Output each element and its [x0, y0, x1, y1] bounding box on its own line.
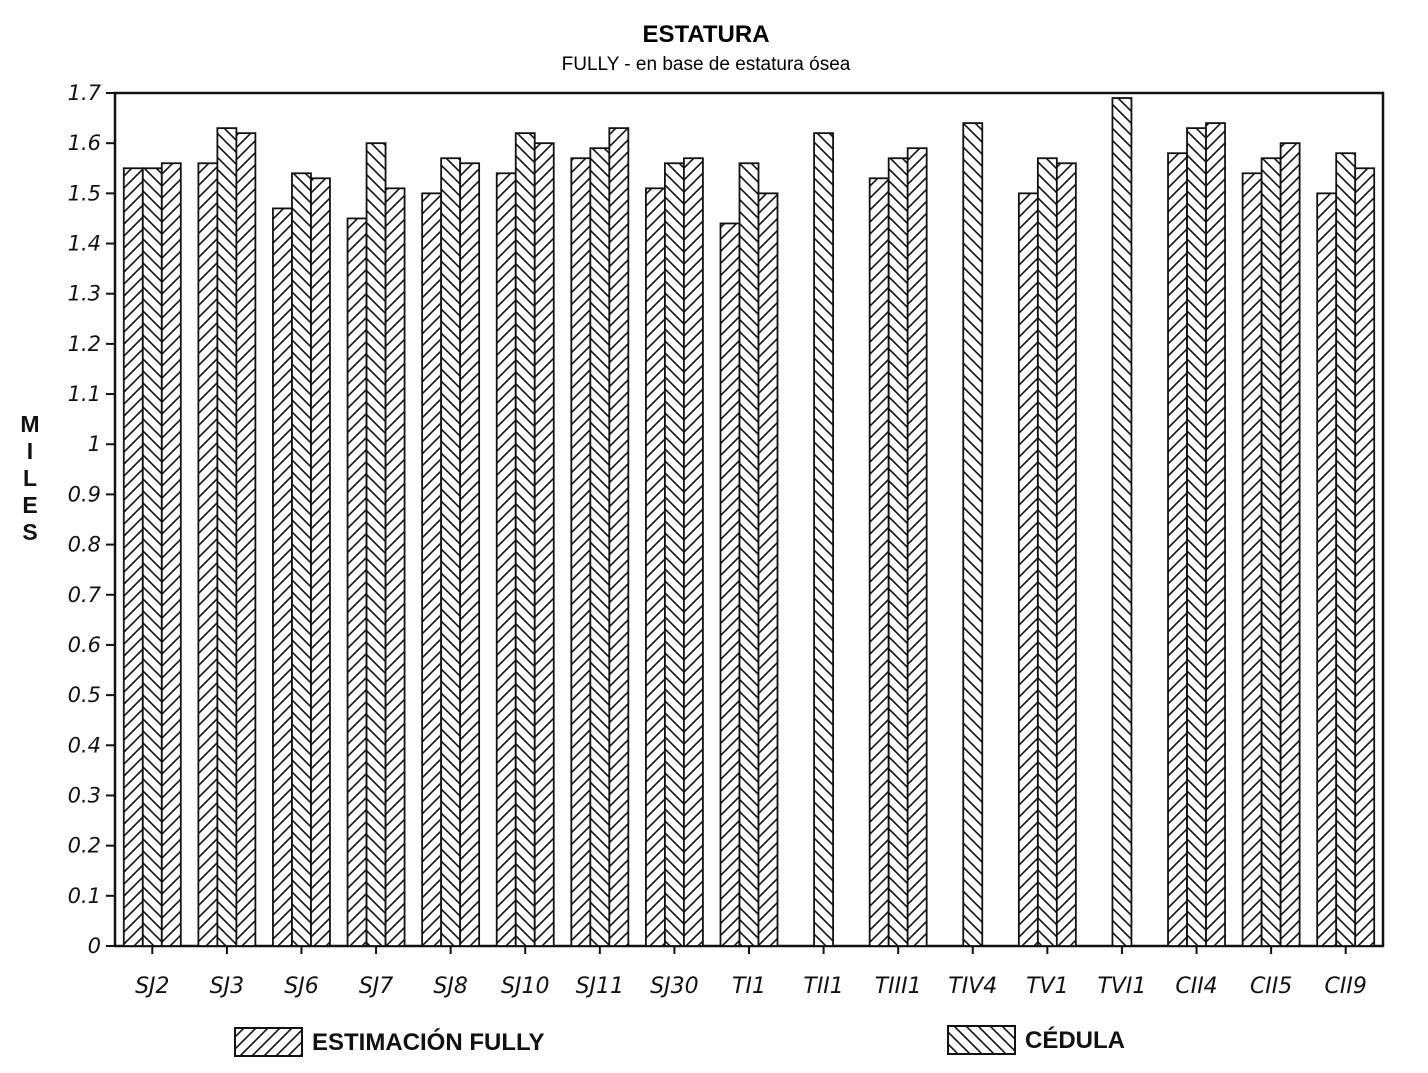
bar-sj2-s1 [141, 167, 163, 947]
bar-sj11-s1 [589, 147, 611, 947]
bar-tv1-s2 [1055, 162, 1077, 947]
x-tick-label: SJ6 [284, 974, 318, 999]
x-tick-label: CII5 [1250, 974, 1292, 999]
bar-sj2-s0 [122, 167, 144, 947]
bar-cii9-s0 [1316, 192, 1338, 947]
bar-ti1-s0 [719, 222, 741, 947]
bar-cii5-s1 [1260, 157, 1282, 947]
x-axis-categories: SJ2 SJ3 SJ6 SJ7 SJ8 SJ10 SJ11 SJ30 TI1 TII1 TIII1 T… [135, 946, 1367, 999]
bar-sj7-s0 [346, 217, 368, 947]
bar-sj30-s2 [683, 157, 704, 947]
legend-label-estimacion-fully: ESTIMACIÓN FULLY [312, 1028, 544, 1056]
bars [122, 97, 1376, 947]
bar-sj8-s0 [421, 192, 443, 947]
x-tick-label: TII1 [803, 974, 843, 999]
x-tick-label: TI1 [732, 974, 766, 999]
y-tick-label: 0.1 [68, 884, 101, 908]
bar-sj8-s2 [459, 162, 481, 947]
legend-label-cedula: CÉDULA [1025, 1026, 1125, 1054]
y-tick-label: 1.2 [68, 332, 101, 356]
bar-tv1-s0 [1017, 192, 1039, 947]
x-tick-label: SJ7 [359, 974, 393, 999]
x-tick-label: TIV4 [948, 974, 997, 999]
y-tick-label: 0.7 [68, 583, 102, 607]
legend: ESTIMACIÓN FULLY CÉDULA [234, 1025, 1125, 1057]
bar-tv1-s1 [1036, 157, 1058, 947]
x-tick-label: SJ11 [576, 974, 624, 999]
x-tick-label: SJ3 [210, 974, 244, 999]
bar-sj3-s1 [216, 127, 238, 947]
bar-sj10-s1 [514, 132, 536, 947]
legend-swatch-estimacion-fully [234, 1027, 303, 1057]
bar-cii4-s0 [1167, 152, 1188, 947]
x-tick-label: CII9 [1325, 974, 1367, 999]
y-tick-label: 0.8 [68, 533, 101, 557]
bar-sj6-s2 [310, 177, 331, 947]
bar-sj6-s0 [272, 207, 293, 947]
bar-sj8-s1 [440, 157, 462, 947]
y-tick-label: 1 [88, 432, 101, 456]
bar-ti1-s1 [738, 162, 760, 947]
x-tick-label: CII4 [1175, 974, 1217, 999]
bar-cii9-s2 [1354, 167, 1376, 947]
bar-sj3-s2 [235, 132, 257, 947]
bar-tiii1-s0 [868, 177, 890, 947]
bar-sj7-s2 [384, 187, 406, 947]
bar-cii4-s2 [1205, 122, 1226, 947]
chart-subtitle: FULLY - en base de estatura ósea [562, 54, 851, 75]
x-tick-label: SJ30 [650, 974, 698, 999]
bar-sj2-s2 [160, 162, 182, 947]
legend-swatch-cedula [947, 1025, 1016, 1055]
bar-sj6-s1 [291, 172, 312, 947]
y-tick-label: 1.5 [68, 181, 101, 205]
y-tick-label: 0.3 [68, 783, 101, 807]
x-tick-label: TVI1 [1097, 974, 1146, 999]
bar-sj7-s1 [365, 142, 387, 947]
y-tick-label: 1.6 [68, 131, 101, 155]
bar-sj30-s1 [664, 162, 685, 947]
y-tick-label: 0 [88, 934, 101, 958]
bar-sj11-s2 [608, 127, 630, 947]
y-tick-label: 1.1 [68, 382, 101, 406]
bar-tiv4-s1 [962, 122, 984, 947]
bar-tvi1-s1 [1111, 97, 1133, 947]
y-tick-label: 1.3 [68, 282, 101, 306]
bar-sj3-s0 [197, 162, 219, 947]
y-tick-label: 1.4 [68, 232, 101, 256]
bar-sj10-s2 [533, 142, 555, 947]
y-tick-label: 1.7 [68, 81, 102, 105]
bar-sj30-s0 [645, 187, 666, 947]
bar-tiii1-s1 [887, 157, 909, 947]
bar-cii9-s1 [1335, 152, 1357, 947]
bar-tii1-s1 [813, 132, 834, 947]
bar-cii5-s2 [1279, 142, 1301, 947]
bar-cii5-s0 [1241, 172, 1263, 947]
x-tick-label: SJ2 [135, 974, 169, 999]
bar-sj10-s0 [495, 172, 517, 947]
y-tick-label: 0.4 [68, 733, 101, 757]
y-axis-ticks: 0 0.1 0.2 0.3 0.4 0.5 0.6 0.7 0.8 0.9 1 1.1 1.2 1.3 1.… [68, 81, 115, 958]
x-tick-label: TIII1 [875, 974, 922, 999]
y-tick-label: 0.9 [68, 482, 101, 506]
x-tick-label: SJ10 [501, 974, 549, 999]
bar-ti1-s2 [757, 192, 779, 947]
chart-title: ESTATURA [642, 21, 769, 48]
y-tick-label: 0.5 [68, 683, 101, 707]
y-tick-label: 0.2 [68, 834, 101, 858]
x-tick-label: SJ8 [433, 974, 467, 999]
x-tick-label: TV1 [1026, 974, 1069, 999]
bar-tiii1-s2 [906, 147, 928, 947]
bar-cii4-s1 [1186, 127, 1207, 947]
bar-sj11-s0 [570, 157, 592, 947]
y-tick-label: 0.6 [68, 633, 101, 657]
